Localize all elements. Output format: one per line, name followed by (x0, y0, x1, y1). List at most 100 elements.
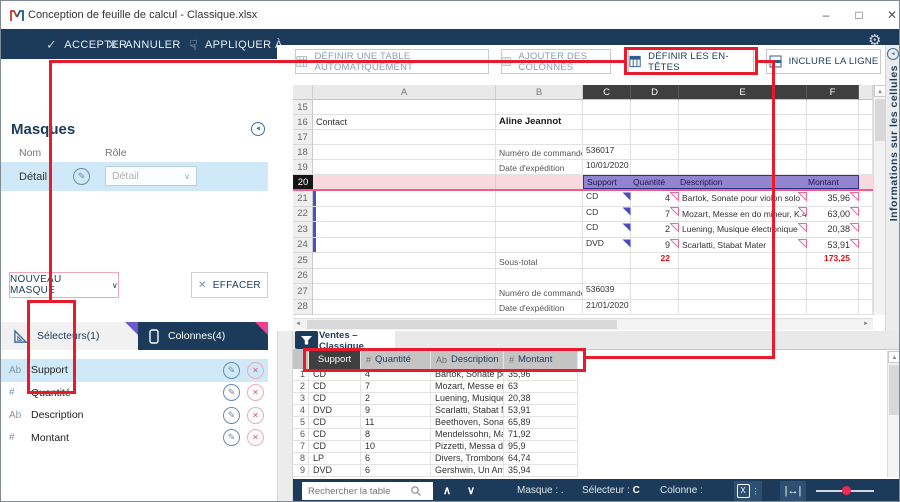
cell-montant[interactable]: 64,74 (504, 453, 578, 465)
new-mask-button[interactable]: NOUVEAU MASQUE ∨ (9, 272, 119, 298)
scroll-left-icon[interactable]: ◄ (295, 321, 301, 327)
cell-f[interactable] (807, 100, 859, 115)
define-headers-button[interactable]: DÉFINIR LES EN-TÊTES (628, 49, 754, 74)
preview-header-support[interactable]: Support (309, 350, 361, 369)
cell-extra[interactable] (859, 115, 873, 130)
cell-description[interactable]: Luening, Musique éle... (431, 393, 504, 405)
cell-quantite[interactable]: 10 (361, 441, 431, 453)
cell-c[interactable] (583, 115, 631, 130)
cell-e[interactable] (679, 145, 807, 160)
cell-description[interactable]: Gershwin, Un Améric... (431, 465, 504, 477)
cell-a[interactable] (313, 299, 496, 315)
cell-a[interactable] (313, 100, 496, 115)
col-header-b[interactable]: B (496, 85, 583, 100)
cell-e[interactable] (679, 160, 807, 175)
row-number[interactable]: 26 (293, 268, 313, 284)
cell-b[interactable] (496, 222, 583, 238)
row-number[interactable]: 21 (293, 191, 313, 207)
cell-extra[interactable] (859, 191, 873, 207)
cell-extra[interactable] (859, 130, 873, 145)
cell-a-pink[interactable] (313, 175, 496, 189)
cell-d[interactable] (631, 145, 679, 160)
maximize-button[interactable]: □ (855, 8, 863, 22)
cell-e[interactable]: Mozart, Messe en do mineur, K.427 (679, 206, 807, 222)
edit-column-icon[interactable] (223, 429, 240, 447)
scroll-thumb[interactable] (875, 99, 885, 141)
cell-a[interactable] (313, 284, 496, 300)
col-header-f[interactable]: F (807, 85, 859, 100)
collapse-strip-icon[interactable]: ◄ (887, 48, 899, 60)
clear-button[interactable]: ✕ EFFACER (191, 272, 268, 298)
preview-header-quantite[interactable]: # Quantité (361, 350, 431, 369)
cell-montant[interactable]: 53,91 (504, 405, 578, 417)
cell-support[interactable]: CD (309, 369, 361, 381)
cell-c[interactable]: 21/01/2020 (583, 299, 631, 315)
cell-d[interactable] (631, 268, 679, 284)
preview-header-description[interactable]: Ab Description (431, 350, 504, 369)
table-row[interactable]: 1 CD 4 Bartok, Sonate pour... 35,96 (293, 369, 578, 381)
scroll-thumb[interactable] (307, 320, 617, 329)
cell-b[interactable] (496, 130, 583, 145)
tab-colonnes[interactable]: Colonnes(4) (138, 322, 268, 350)
edit-mask-icon[interactable]: ✎ (73, 168, 91, 185)
cell-a[interactable] (313, 160, 496, 175)
table-row[interactable]: 6 CD 8 Mendelssohn, March... 71,92 (293, 429, 578, 441)
cell-f[interactable] (807, 284, 859, 300)
row-number[interactable]: 15 (293, 100, 313, 115)
cell-b[interactable] (496, 237, 583, 253)
cell-e[interactable] (679, 268, 807, 284)
cell-extra[interactable] (859, 206, 873, 222)
cell-description[interactable]: Mendelssohn, March... (431, 429, 504, 441)
cell-description[interactable]: Pizzetti, Messa di Re... (431, 441, 504, 453)
cell-b-pink[interactable] (496, 175, 583, 189)
cell-b[interactable]: Date d'expédition (496, 299, 583, 315)
cell-b[interactable] (496, 100, 583, 115)
cell-a[interactable]: Contact (313, 115, 496, 130)
cell-montant[interactable]: 65,89 (504, 417, 578, 429)
accept-button[interactable]: ✓ ACCEPTER (46, 37, 128, 52)
close-button[interactable]: ✕ (886, 8, 898, 22)
cell-c[interactable] (583, 100, 631, 115)
cell-quantite[interactable]: 9 (361, 405, 431, 417)
grid-horizontal-scrollbar[interactable]: ◄ ► (293, 318, 873, 330)
scroll-right-icon[interactable]: ► (863, 321, 869, 327)
cell-c[interactable]: 536017 (583, 145, 631, 160)
add-columns-button[interactable]: AJOUTER DES COLONNES (501, 49, 611, 74)
cell-a[interactable] (313, 145, 496, 160)
cell-d[interactable] (631, 299, 679, 315)
column-list-item[interactable]: Ab Description (1, 404, 268, 427)
cell-f[interactable] (807, 268, 859, 284)
cell-e[interactable]: Luening, Musique électronique (679, 222, 807, 238)
delete-column-icon[interactable] (247, 361, 264, 379)
cell-support[interactable]: DVD (309, 465, 361, 477)
cell-f[interactable] (807, 299, 859, 315)
row-number[interactable]: 17 (293, 130, 313, 145)
cell-a[interactable] (313, 206, 496, 222)
cell-a[interactable] (313, 268, 496, 284)
cell-b[interactable] (496, 191, 583, 207)
cell-d[interactable] (631, 130, 679, 145)
preview-vertical-scrollbar[interactable]: ▲ (887, 351, 899, 477)
cell-montant[interactable]: 95,9 (504, 441, 578, 453)
cell-b[interactable]: Aline Jeannot (496, 115, 583, 130)
cell-b[interactable]: Sous-total (496, 253, 583, 269)
table-row[interactable]: 8 LP 6 Divers, Trombone mo... 64,74 (293, 453, 578, 465)
cell-e[interactable] (679, 253, 807, 269)
cell-e[interactable] (679, 299, 807, 315)
table-row[interactable]: 4 DVD 9 Scarlatti, Stabat Mater 53,91 (293, 405, 578, 417)
zoom-slider-handle[interactable] (842, 486, 851, 495)
cell-extra-pink[interactable] (859, 175, 873, 189)
cell-f[interactable] (807, 130, 859, 145)
cell-extra[interactable] (859, 284, 873, 300)
cell-extra[interactable] (859, 268, 873, 284)
col-header-d[interactable]: D (631, 85, 679, 100)
edit-column-icon[interactable] (223, 384, 240, 402)
define-table-auto-button[interactable]: DÉFINIR UNE TABLE AUTOMATIQUEMENT (295, 49, 489, 74)
cell-b[interactable] (496, 206, 583, 222)
cell-e[interactable] (679, 115, 807, 130)
cell-e[interactable] (679, 130, 807, 145)
cell-quantite[interactable]: 6 (361, 465, 431, 477)
cell-b[interactable]: Numéro de commande (496, 145, 583, 160)
cell-a[interactable] (313, 253, 496, 269)
tab-selecteurs[interactable]: Sélecteurs(1) (1, 322, 138, 350)
